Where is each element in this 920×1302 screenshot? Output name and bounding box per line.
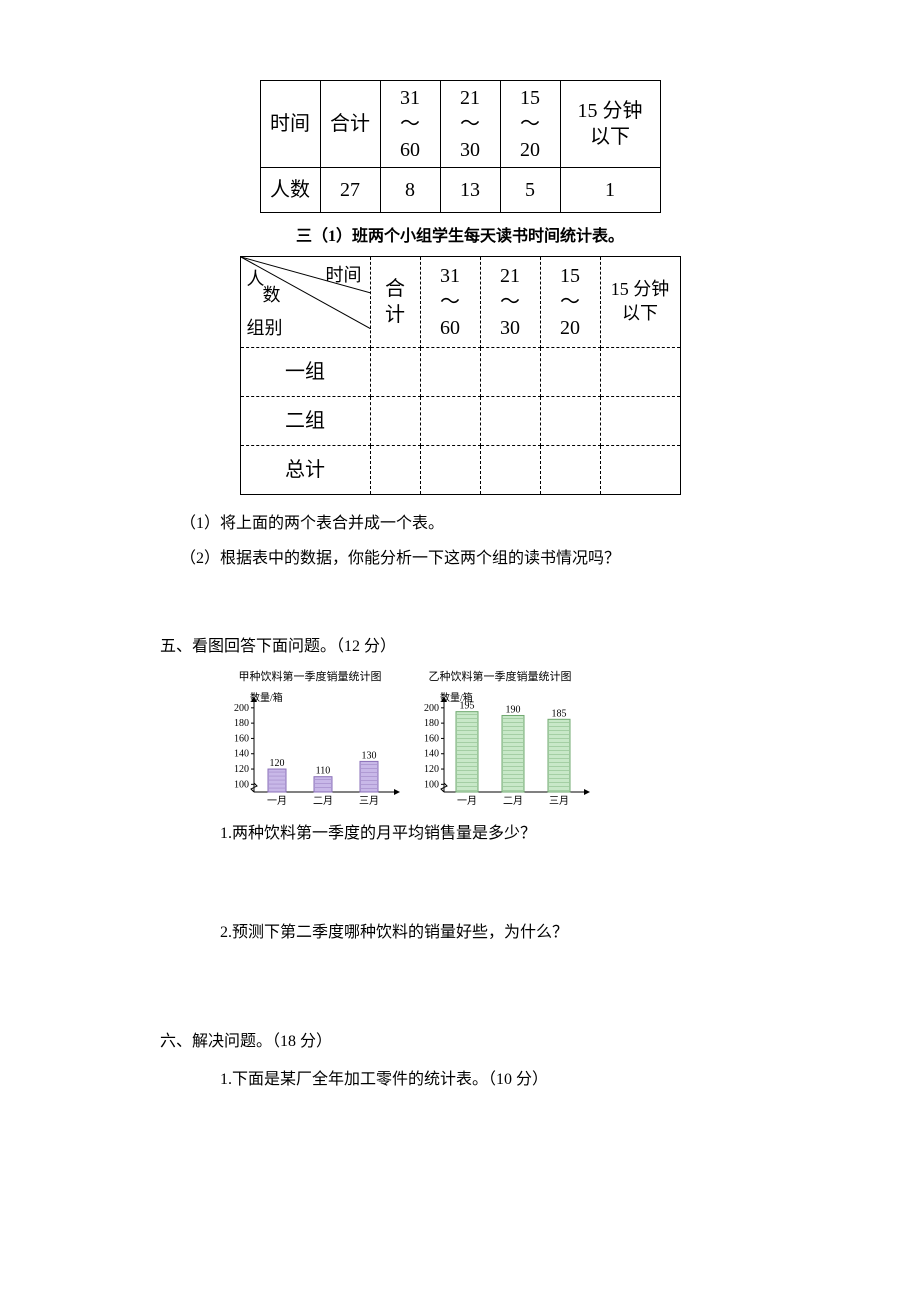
- empty-cell: [540, 396, 600, 445]
- data-cell: 27: [320, 168, 380, 213]
- header-cell: 15 ～ 20: [500, 81, 560, 168]
- empty-cell: [540, 445, 600, 494]
- header-cell: 时间: [260, 81, 320, 168]
- table-row: 时间 合计 31 ～ 60 21 ～ 30 15 ～ 20 15 分钟 以下: [260, 81, 660, 168]
- data-cell: 13: [440, 168, 500, 213]
- svg-text:100: 100: [234, 779, 249, 790]
- header-text: 15 ～ 20: [520, 87, 540, 161]
- header-cell: 15 分钟以下: [600, 256, 680, 347]
- header-cell: 21 ～ 30: [480, 256, 540, 347]
- table-row: 一组: [240, 347, 680, 396]
- svg-text:120: 120: [270, 758, 285, 769]
- svg-text:130: 130: [362, 750, 377, 761]
- section5-q2: 2.预测下第二季度哪种饮料的销量好些，为什么？: [220, 919, 860, 948]
- empty-cell: [600, 396, 680, 445]
- svg-text:140: 140: [424, 749, 439, 760]
- svg-text:120: 120: [424, 764, 439, 775]
- table-row: 人数 27 8 13 5 1: [260, 168, 660, 213]
- section5-heading: 五、看图回答下面问题。（12 分）: [160, 633, 860, 662]
- chart-a-title: 甲种饮料第一季度销量统计图: [220, 668, 400, 688]
- header-cell: 15 分钟 以下: [560, 81, 660, 168]
- diag-label-group: 组别: [247, 312, 283, 344]
- svg-text:140: 140: [234, 749, 249, 760]
- empty-cell: [600, 445, 680, 494]
- empty-cell: [420, 445, 480, 494]
- empty-cell: [480, 445, 540, 494]
- empty-cell: [420, 347, 480, 396]
- question-1: （1）将上面的两个表合并成一个表。: [180, 510, 860, 539]
- header-cell: 合计: [370, 256, 420, 347]
- chart-b-svg: 数量/箱100120140160180200195一月190二月185三月: [410, 690, 590, 810]
- svg-text:190: 190: [506, 704, 521, 715]
- header-text: 15 分钟 以下: [578, 100, 643, 148]
- svg-text:180: 180: [234, 718, 249, 729]
- empty-cell: [480, 396, 540, 445]
- table-row: 总计: [240, 445, 680, 494]
- data-cell: 5: [500, 168, 560, 213]
- section5-q1: 1.两种饮料第一季度的月平均销售量是多少？: [220, 820, 860, 849]
- svg-text:200: 200: [424, 703, 439, 714]
- empty-cell: [600, 347, 680, 396]
- svg-text:二月: 二月: [313, 795, 333, 807]
- empty-cell: [370, 347, 420, 396]
- header-text: 21 ～ 30: [460, 87, 480, 161]
- empty-cell: [540, 347, 600, 396]
- svg-text:160: 160: [424, 733, 439, 744]
- svg-text:185: 185: [552, 708, 567, 719]
- header-cell: 15 ～ 20: [540, 256, 600, 347]
- svg-text:三月: 三月: [549, 795, 569, 807]
- header-cell: 合计: [320, 81, 380, 168]
- charts-container: 甲种饮料第一季度销量统计图 数量/箱 100 120 140 160 180 200 120 一…: [220, 668, 860, 810]
- svg-text:二月: 二月: [503, 795, 523, 807]
- data-cell: 1: [560, 168, 660, 213]
- svg-text:160: 160: [234, 733, 249, 744]
- empty-cell: [420, 396, 480, 445]
- svg-text:一月: 一月: [457, 795, 477, 807]
- header-cell: 31 ～ 60: [420, 256, 480, 347]
- row-label: 人数: [260, 168, 320, 213]
- chart-b: 乙种饮料第一季度销量统计图 数量/箱100120140160180200195一…: [410, 668, 590, 810]
- section6-heading: 六、解决问题。（18 分）: [160, 1028, 860, 1057]
- diagonal-header-cell: 时间 人 数 组别: [240, 256, 370, 347]
- header-cell: 21 ～ 30: [440, 81, 500, 168]
- diag-label-count: 数: [263, 279, 281, 311]
- svg-text:200: 200: [234, 703, 249, 714]
- empty-cell: [370, 396, 420, 445]
- row-label: 一组: [240, 347, 370, 396]
- svg-text:120: 120: [234, 764, 249, 775]
- header-text: 31 ～ 60: [400, 87, 420, 161]
- table-time-summary: 时间 合计 31 ～ 60 21 ～ 30 15 ～ 20 15 分钟 以下 人…: [260, 80, 661, 213]
- section6-q1: 1.下面是某厂全年加工零件的统计表。（10 分）: [220, 1066, 860, 1095]
- question-2: （2）根据表中的数据，你能分析一下这两个组的读书情况吗？: [180, 545, 860, 574]
- svg-text:180: 180: [424, 718, 439, 729]
- data-cell: 8: [380, 168, 440, 213]
- svg-text:一月: 一月: [267, 795, 287, 807]
- chart-b-title: 乙种饮料第一季度销量统计图: [410, 668, 590, 688]
- svg-text:100: 100: [424, 779, 439, 790]
- svg-text:110: 110: [316, 766, 331, 777]
- chart-a-svg: 数量/箱 100 120 140 160 180 200 120 一月 110 二月 130 三月: [220, 690, 400, 810]
- svg-text:数量/箱: 数量/箱: [250, 691, 283, 704]
- svg-text:195: 195: [460, 701, 475, 712]
- table2-caption: 三（1）班两个小组学生每天读书时间统计表。: [60, 223, 860, 252]
- chart-a: 甲种饮料第一季度销量统计图 数量/箱 100 120 140 160 180 200 120 一…: [220, 668, 400, 810]
- diag-label-time: 时间: [326, 259, 362, 291]
- row-label: 二组: [240, 396, 370, 445]
- empty-cell: [370, 445, 420, 494]
- table-compound: 时间 人 数 组别 合计 31 ～ 60 21 ～ 30 15 ～ 20 15 …: [240, 256, 681, 495]
- table-row: 时间 人 数 组别 合计 31 ～ 60 21 ～ 30 15 ～ 20 15 …: [240, 256, 680, 347]
- header-cell: 31 ～ 60: [380, 81, 440, 168]
- empty-cell: [480, 347, 540, 396]
- svg-text:三月: 三月: [359, 795, 379, 807]
- table-row: 二组: [240, 396, 680, 445]
- row-label: 总计: [240, 445, 370, 494]
